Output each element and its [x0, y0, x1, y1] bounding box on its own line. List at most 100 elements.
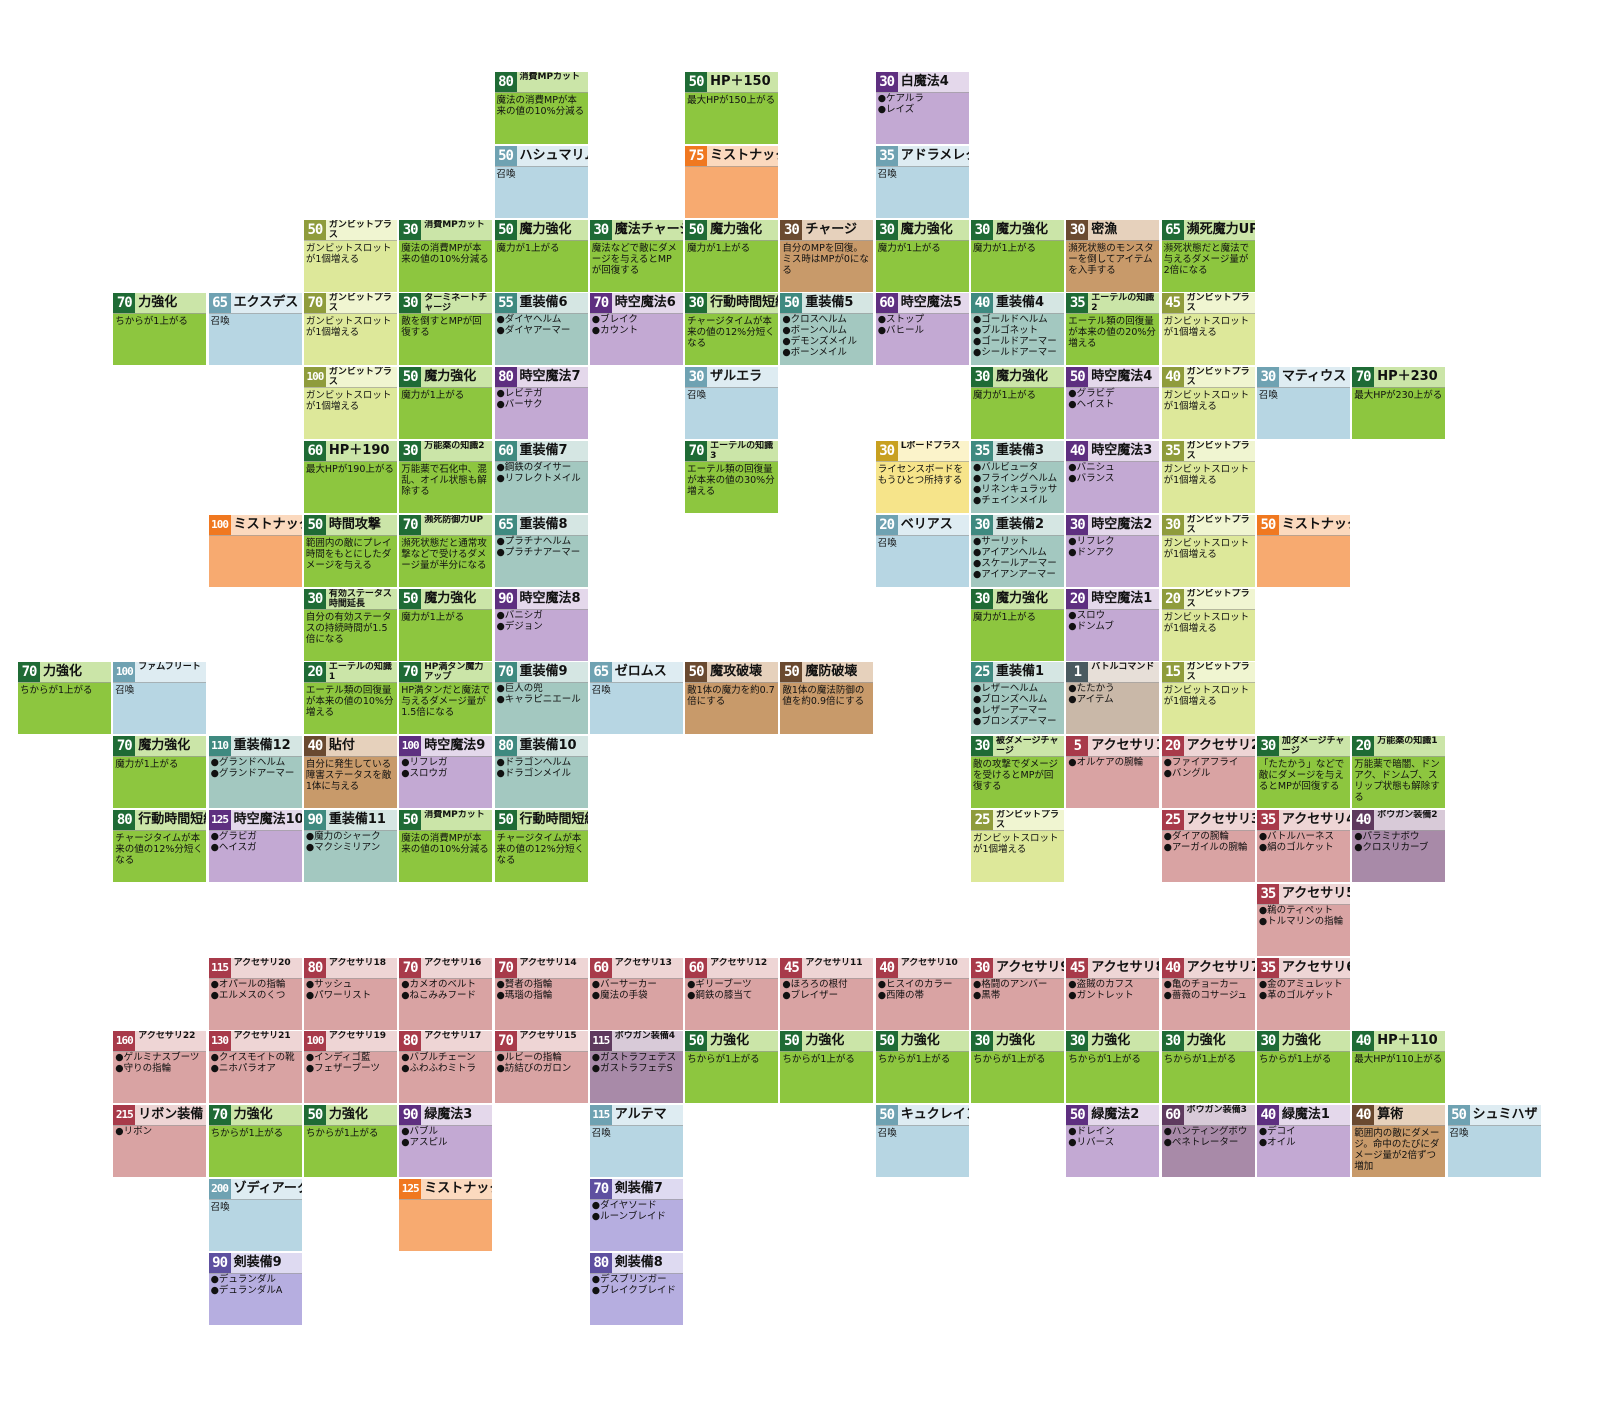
- cell-header: 80行動時間短縮: [113, 810, 207, 831]
- license-name: 有効ステータス時間延長: [328, 588, 392, 609]
- item: ●ブレイザー: [782, 989, 839, 1001]
- license-cell: 30 力強化 ちからが1上がる: [1256, 1031, 1351, 1105]
- item: ●カメオのベルト: [401, 978, 476, 990]
- license-cell: 60 HP＋190 最大HPが190上がる: [303, 441, 398, 514]
- license-cell: 30 加ダメージチャージ 「たたかう」などで敵にダメージを与えるとMPが回復する: [1256, 736, 1351, 810]
- license-name: 重装備10: [519, 738, 577, 754]
- license-name: ザルエラ: [710, 369, 763, 385]
- license-name: アクセサリ3: [1186, 812, 1255, 827]
- description: 召喚: [877, 537, 897, 549]
- description: チャージタイムが本来の値の12%分短くなる: [687, 316, 775, 350]
- license-cell: 20 ベリアス 召喚: [875, 514, 970, 588]
- cost: 60: [303, 441, 326, 461]
- item: ●バニシュ: [1068, 462, 1115, 473]
- item: ●ヘイスガ: [210, 842, 257, 853]
- cost: 35: [1256, 883, 1279, 904]
- cost: 80: [113, 810, 136, 830]
- cell-header: 215 リボン装備: [113, 1105, 207, 1127]
- license-name: 重装備5: [805, 295, 854, 311]
- license-cell: 40 HP＋110 最大HPが110上がる: [1352, 1031, 1447, 1105]
- cell-header: 100ミストナック: [208, 514, 302, 536]
- cost: 50: [875, 1105, 898, 1126]
- item: ●鵜のティペット: [1258, 904, 1334, 916]
- cell-header: 30 有効ステータス時間延長: [303, 588, 397, 610]
- cost: 125: [208, 810, 231, 830]
- cell-header: 60 ボウガン装備3: [1161, 1105, 1255, 1127]
- cell-header: 160 アクセサリ22: [113, 1031, 207, 1053]
- license-cell: 30 力強化 ちからが1上がる: [971, 1031, 1065, 1105]
- cost: 70: [303, 293, 326, 314]
- item: ●バーサク: [496, 399, 543, 411]
- cell-header: 65 瀕死魔力UP: [1161, 219, 1255, 241]
- description: ガンビットスロットが1個増える: [1163, 611, 1250, 634]
- license-name: ボウガン装備2: [1377, 810, 1438, 820]
- cell-header: 15 ガンビットプラス: [1161, 662, 1255, 684]
- license-name: 時空魔法8: [519, 590, 581, 606]
- description: エーテル類の回復量が本来の値の10%分増える: [305, 685, 394, 719]
- cost: 25: [971, 662, 993, 683]
- license-cell: 80 消費MPカット 魔法の消費MPが本来の値の10%分減る: [494, 72, 589, 145]
- cell-header: 50ミストナック: [1256, 514, 1350, 536]
- cell-header: 125ミストナック: [399, 1179, 493, 1200]
- item: ●ボーンヘルム: [782, 325, 848, 337]
- license-name: アクセサリ2: [1186, 738, 1255, 754]
- description: ガンビットスロットが1個増える: [305, 316, 392, 339]
- cost: 30: [780, 219, 803, 240]
- license-cell: 15 ガンビットプラス ガンビットスロットが1個増える: [1161, 662, 1256, 736]
- cost: 80: [494, 72, 517, 92]
- cell-header: 30 チャージ: [780, 219, 874, 241]
- cell-header: 115 ボウガン装備4: [589, 1031, 683, 1053]
- cell-header: 50 魔防破壊: [780, 662, 874, 684]
- cost: 60: [685, 957, 708, 978]
- cost: 125: [399, 1179, 422, 1199]
- license-name: アクセサリ21: [233, 1031, 291, 1042]
- license-cell: 125ミストナック: [399, 1179, 494, 1252]
- item: ●ドラゴンヘルム: [496, 757, 572, 769]
- item: ●クイスモイトの靴: [210, 1052, 295, 1064]
- item: ●レイズ: [877, 104, 915, 115]
- license-name: アルテマ: [614, 1107, 667, 1123]
- license-name: 時空魔法5: [900, 295, 962, 311]
- cost: 60: [494, 441, 517, 461]
- description: 敵の攻撃でダメージを受けるとMPが回復する: [973, 759, 1059, 793]
- cost: 45: [1161, 293, 1184, 314]
- cell-header: 20 ガンビットプラス: [1161, 588, 1255, 610]
- license-name: ゼロムス: [614, 664, 667, 680]
- description: 敵を倒すとMPが回復する: [401, 316, 482, 339]
- description: 敵1体の魔法防御の値を約0.9倍にする: [782, 685, 865, 708]
- description: ちからが1上がる: [782, 1054, 855, 1066]
- license-cell: 30魔法チャージ魔法などで敵にダメージを与えるとMPが回復する: [589, 219, 684, 293]
- license-cell: 30 有効ステータス時間延長 自分の有効ステータスの持続時間が1.5倍になる: [303, 588, 398, 662]
- license-cell: 30 チャージ 自分のMPを回復。ミス時はMPが0になる: [780, 219, 875, 293]
- cell-header: 35 アクセサリ4: [1256, 810, 1350, 831]
- license-cell: 40 アクセサリ10 ●ヒスイのカラー ●西陣の帯: [875, 957, 970, 1031]
- license-cell: 50 時間攻撃 範囲内の敵にプレイ時間をもとにしたダメージを与える: [303, 514, 398, 588]
- license-name: ミストナック: [424, 1181, 492, 1196]
- license-cell: 50ミストナック: [1256, 514, 1351, 588]
- description: 魔力が1上がる: [401, 611, 465, 623]
- license-name: 魔力強化: [138, 738, 191, 754]
- license-name: 時空魔法1: [1091, 590, 1153, 606]
- license-name: 被ダメージチャージ: [996, 736, 1059, 757]
- cell-header: 30 魔力強化: [875, 219, 969, 241]
- license-name: アクセサリ6: [1281, 959, 1350, 975]
- cell-header: 70 魔力強化: [113, 736, 207, 758]
- cost: 30: [971, 367, 993, 388]
- license-cell: 5 アクセサリ1 ●オルケアの腕輪: [1066, 736, 1161, 810]
- cell-header: 30 消費MPカット: [399, 219, 493, 241]
- license-cell: 30 魔力強化 魔力が1上がる: [971, 588, 1065, 662]
- license-cell: 215 リボン装備 ●リボン: [113, 1105, 208, 1179]
- description: 範囲内の敵にダメージ。命中のたびにダメージ量が2倍ずつ増加: [1354, 1128, 1440, 1173]
- description: 自分に発生している障害ステータスを敵1体に与える: [305, 759, 392, 793]
- license-name: 力強化: [1186, 1033, 1226, 1049]
- cell-header: 90 緑魔法3: [399, 1105, 493, 1127]
- item: ●金のアミュレット: [1258, 978, 1343, 990]
- license-name: 消費MPカット: [424, 810, 485, 820]
- description: 魔法の消費MPが本来の値の10%分減る: [401, 833, 489, 855]
- cell-header: 30 魔力強化: [971, 367, 1064, 389]
- cost: 35: [875, 145, 898, 166]
- cost: 50: [494, 810, 517, 830]
- cell-header: 30 被ダメージチャージ: [971, 736, 1064, 758]
- item: ●バトルハーネス: [1258, 831, 1334, 842]
- cell-header: 40 アクセサリ10: [875, 957, 969, 979]
